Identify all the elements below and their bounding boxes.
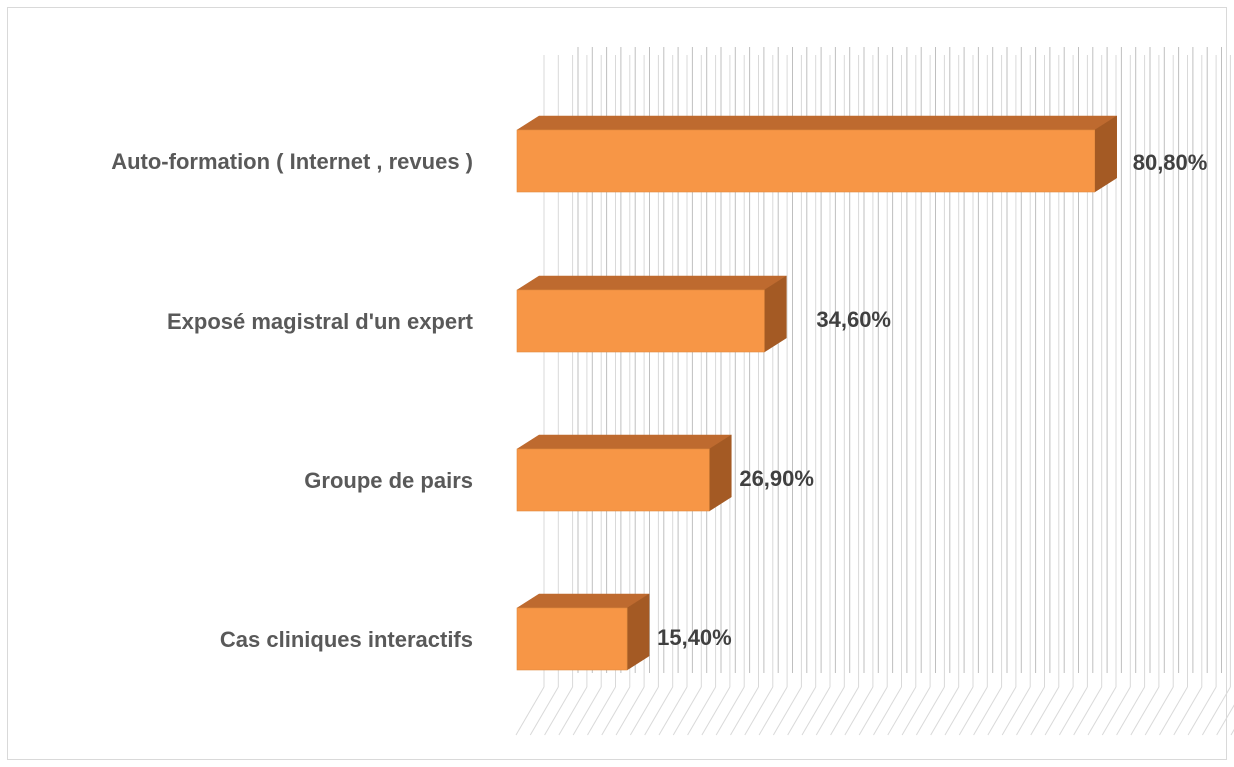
gridline-floor [973, 686, 1003, 736]
gridline-floor [572, 686, 602, 736]
gridline-floor [844, 686, 874, 736]
gridline-floor [1216, 704, 1234, 736]
gridline-floor [1130, 686, 1160, 736]
gridline-floor [944, 686, 974, 736]
gridline-floor [1030, 686, 1060, 736]
gridline-floor [629, 686, 659, 736]
gridline-floor [1144, 686, 1174, 736]
gridline-floor [1173, 686, 1203, 736]
value-label: 34,60% [816, 307, 891, 332]
gridline-floor [1058, 686, 1088, 736]
gridline-floor [1116, 686, 1146, 736]
gridline-floor [715, 686, 745, 736]
gridline-floor [544, 686, 574, 736]
gridline-floor [587, 686, 616, 736]
gridline-floor [515, 686, 545, 736]
gridline-floor [1016, 686, 1045, 736]
category-label: Cas cliniques interactifs [220, 627, 473, 652]
gridline-floor [830, 686, 860, 736]
bar-top [516, 115, 1118, 131]
value-label: 15,40% [657, 625, 732, 650]
gridline-floor [858, 686, 888, 736]
gridline-floor [1101, 686, 1131, 736]
value-label: 80,80% [1133, 150, 1208, 175]
gridline-floor [1073, 686, 1103, 736]
gridline-floor [730, 686, 759, 736]
gridline-floor [644, 686, 674, 736]
gridline-floor [758, 686, 788, 736]
gridline-floor [815, 686, 845, 736]
gridline-floor [744, 686, 774, 736]
gridline-floor [1187, 686, 1217, 736]
gridline-floor [1159, 686, 1188, 736]
gridline-floor [887, 686, 917, 736]
gridline-floor [701, 686, 731, 736]
gridline-floor [772, 686, 802, 736]
gridline-floor [915, 686, 945, 736]
gridline-floor [801, 686, 831, 736]
bar-2 [516, 289, 765, 353]
bar-top [516, 593, 650, 609]
bar-top [516, 275, 788, 291]
gridline-floor [958, 686, 988, 736]
gridline-floor [558, 686, 588, 736]
gridline-floor [601, 686, 631, 736]
gridline-floor [1201, 686, 1231, 736]
bar-3 [516, 448, 710, 512]
gridline-floor [1087, 686, 1117, 736]
gridline-floor [901, 686, 931, 736]
category-label: Auto-formation ( Internet , revues ) [111, 149, 473, 174]
value-label: 26,90% [739, 466, 814, 491]
gridline-floor [672, 686, 702, 736]
gridline-floor [658, 686, 688, 736]
gridline-floor [615, 686, 645, 736]
gridline-floor [873, 686, 902, 736]
category-label: Exposé magistral d'un expert [167, 309, 474, 334]
category-label: Groupe de pairs [304, 468, 473, 493]
gridline-floor [1044, 686, 1074, 736]
labels: Auto-formation ( Internet , revues ) 80,8… [111, 149, 1207, 652]
gridline-floor [930, 686, 960, 736]
gridline-floor [1001, 686, 1031, 736]
bar-top [516, 434, 733, 450]
bar-4 [516, 607, 628, 671]
gridline-floor [987, 686, 1017, 736]
bars [516, 115, 1118, 671]
gridline-floor [687, 686, 717, 736]
gridline-floor [529, 686, 559, 736]
bar-1 [516, 129, 1096, 193]
gridline-floor [787, 686, 817, 736]
